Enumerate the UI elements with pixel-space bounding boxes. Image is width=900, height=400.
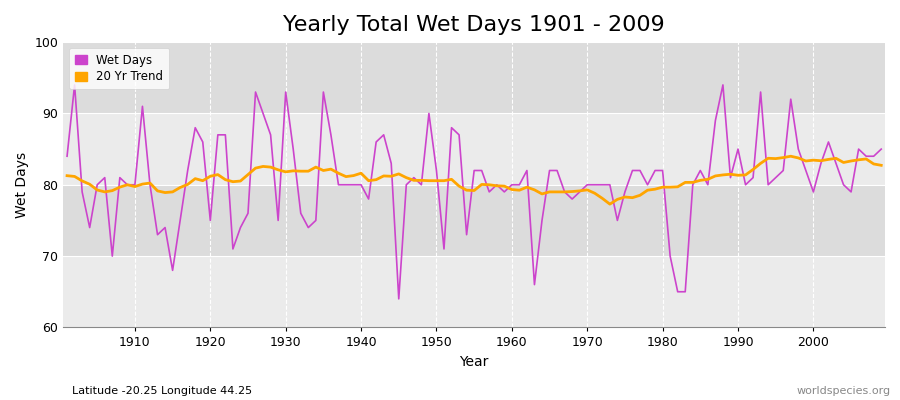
Bar [63, 114, 885, 185]
Wet Days [295, 211, 306, 216]
Wet Days [69, 82, 80, 87]
20 Yr Trend [122, 182, 133, 187]
Wet Days [340, 182, 351, 187]
Legend: Wet Days, 20 Yr Trend: Wet Days, 20 Yr Trend [69, 48, 169, 89]
20 Yr Trend [333, 171, 344, 176]
Line: Wet Days: Wet Days [68, 85, 881, 299]
20 Yr Trend [507, 187, 517, 192]
Bar [63, 42, 885, 114]
Wet Days [514, 182, 525, 187]
Bar [63, 185, 885, 256]
Wet Days [876, 147, 886, 152]
Bar [63, 256, 885, 328]
Wet Days [130, 182, 140, 187]
Wet Days [393, 296, 404, 301]
20 Yr Trend [786, 154, 796, 159]
20 Yr Trend [876, 163, 886, 168]
20 Yr Trend [499, 184, 509, 188]
Wet Days [521, 168, 532, 173]
Wet Days [612, 218, 623, 223]
20 Yr Trend [605, 202, 616, 206]
Text: Latitude -20.25 Longitude 44.25: Latitude -20.25 Longitude 44.25 [72, 386, 252, 396]
Text: worldspecies.org: worldspecies.org [796, 386, 891, 396]
X-axis label: Year: Year [460, 355, 489, 369]
Y-axis label: Wet Days: Wet Days [15, 152, 29, 218]
Line: 20 Yr Trend: 20 Yr Trend [68, 156, 881, 204]
Title: Yearly Total Wet Days 1901 - 2009: Yearly Total Wet Days 1901 - 2009 [284, 15, 665, 35]
20 Yr Trend [288, 168, 299, 173]
20 Yr Trend [62, 173, 73, 178]
20 Yr Trend [597, 196, 608, 201]
Wet Days [62, 154, 73, 159]
